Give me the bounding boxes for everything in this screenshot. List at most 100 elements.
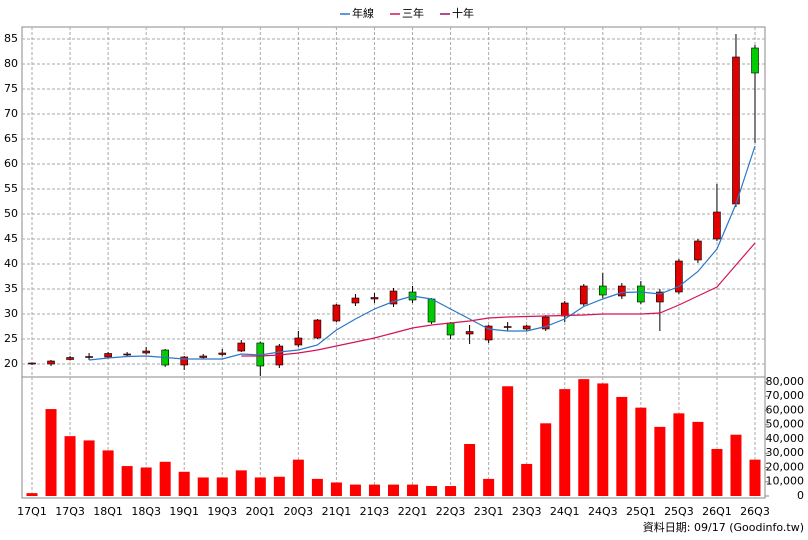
volume-bar	[597, 383, 609, 496]
y-tick-label: 35	[4, 282, 18, 295]
x-tick-label: 23Q1	[474, 505, 504, 518]
x-tick-label: 17Q3	[55, 505, 85, 518]
x-tick-label: 20Q3	[284, 505, 314, 518]
candle-body	[675, 260, 683, 293]
y2-tick-label: 20,000	[766, 460, 805, 473]
y2-tick-label: 50,000	[766, 418, 805, 431]
plot-frame	[21, 26, 766, 499]
y-tick-label: 65	[4, 132, 18, 145]
candle-body	[618, 285, 626, 297]
candle-body	[180, 356, 189, 366]
volume-bar	[483, 478, 495, 496]
volume-bar	[502, 386, 514, 496]
x-tick-label: 20Q1	[245, 505, 275, 518]
footer: 資料日期: 09/17 (Goodinfo.tw)	[643, 520, 804, 534]
volume-bar	[692, 421, 704, 496]
volume-bar	[235, 470, 247, 496]
y2-tick-label: 80,000	[766, 375, 805, 388]
candle-body	[123, 353, 131, 356]
volume-bar	[407, 484, 419, 496]
candle-body	[104, 353, 112, 358]
volume-bar	[445, 486, 457, 496]
y2-tick-label: 10,000	[766, 475, 805, 488]
volume-bar	[121, 466, 133, 496]
candle-body	[541, 316, 550, 330]
candle-body	[522, 325, 531, 330]
volume-bar	[216, 477, 228, 496]
volume-bar	[178, 471, 190, 496]
volume-bar	[559, 389, 571, 496]
candle-body	[237, 342, 246, 352]
volume-bar	[159, 461, 171, 496]
y-tick-label: 60	[4, 157, 18, 170]
volume-bar	[368, 484, 380, 496]
x-tick-label: 22Q3	[436, 505, 466, 518]
volume-bar	[83, 440, 95, 496]
candle-body	[579, 285, 588, 305]
candle-body	[656, 291, 664, 303]
x-tick-label: 18Q1	[93, 505, 123, 518]
volume-bar	[521, 463, 533, 496]
candle-body	[427, 298, 436, 323]
volume-bar	[140, 467, 152, 496]
y-tick-label: 85	[4, 32, 18, 45]
x-tick-label: 25Q3	[664, 505, 694, 518]
candle-body	[142, 350, 150, 354]
candle-body	[332, 304, 341, 322]
candle-body	[199, 355, 208, 358]
volume-bar	[711, 448, 723, 496]
legend-label: 十年	[452, 6, 474, 20]
x-tick-label: 24Q1	[550, 505, 580, 518]
volume-bar	[749, 459, 761, 496]
x-tick-label: 25Q1	[626, 505, 656, 518]
candle-body	[446, 322, 455, 336]
ma-line	[89, 145, 756, 361]
x-tick-label: 23Q3	[512, 505, 542, 518]
candle-body	[370, 297, 379, 300]
x-tick-label: 26Q3	[740, 505, 770, 518]
volume-bar	[26, 493, 38, 496]
volume-bar	[330, 482, 342, 496]
y-tick-label: 75	[4, 82, 18, 95]
candle-body	[560, 302, 569, 317]
candle-body	[637, 285, 645, 303]
volume-bar	[102, 450, 114, 496]
y-tick-label: 55	[4, 182, 18, 195]
candle-body	[389, 290, 398, 305]
y-tick-label: 30	[4, 307, 18, 320]
y-tick-label: 25	[4, 332, 18, 345]
volume-bar	[349, 484, 361, 496]
volume-bar	[673, 413, 685, 496]
volume-bar	[730, 434, 742, 496]
candle-body	[351, 297, 360, 304]
candle-body	[47, 360, 55, 365]
y2-tick-label: 0	[797, 489, 804, 502]
volume-bar	[464, 443, 476, 496]
volume-bar	[197, 477, 209, 496]
volume-bar	[292, 459, 304, 496]
y-tick-label: 45	[4, 232, 18, 245]
candle-body	[694, 240, 702, 261]
volume-bar	[654, 426, 666, 496]
volume-bar	[254, 477, 266, 496]
x-tick-label: 22Q1	[398, 505, 428, 518]
volume-bar	[311, 478, 323, 496]
candle-body	[294, 337, 303, 346]
y-tick-label: 80	[4, 57, 18, 70]
volume-bar	[616, 396, 628, 496]
y2-tick-label: 40,000	[766, 432, 805, 445]
volume-bar	[64, 436, 76, 496]
y-tick-label: 50	[4, 207, 18, 220]
candle-body	[713, 211, 721, 240]
x-tick-label: 26Q1	[702, 505, 732, 518]
y-tick-label: 40	[4, 257, 18, 270]
volume-bar	[273, 476, 285, 496]
candle-body	[28, 362, 36, 365]
candle-body	[598, 285, 607, 296]
candle-body	[218, 352, 227, 355]
candle-body	[66, 357, 74, 360]
ma-line	[241, 242, 756, 357]
candle-body	[751, 47, 759, 74]
y2-tick-label: 30,000	[766, 446, 805, 459]
